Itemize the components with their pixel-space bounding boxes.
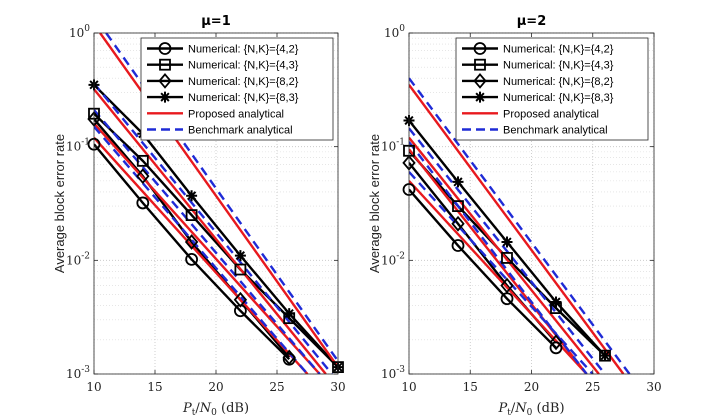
y-axis-label: Average block error rate <box>52 134 67 273</box>
x-tick-label: 25 <box>269 380 284 394</box>
legend: Numerical: {N,K}={4,2} Numerical: {N,K}={… <box>455 37 649 141</box>
data-point-3-2 <box>186 190 198 202</box>
data-point-3-3 <box>550 296 562 308</box>
legend-marker-3 <box>474 91 486 103</box>
legend-label-1: Numerical: {N,K}={4,3} <box>503 60 614 72</box>
data-point-3-1 <box>452 176 464 188</box>
data-point-3-2 <box>501 236 513 248</box>
benchmark-line-0 <box>409 77 631 374</box>
benchmark-line-2 <box>409 171 594 374</box>
chart-title: μ=1 <box>201 14 231 29</box>
data-point-2-4 <box>282 349 296 366</box>
legend-box <box>140 37 334 141</box>
legend-box <box>455 37 649 141</box>
chart-panel-0: 10 15 20 25 30 10-3 10-2 10-1 100 μ=1 Pt/N0 (dB) Av… <box>52 14 346 418</box>
benchmark-line-0 <box>94 82 333 374</box>
y-tick-label: 10-2 <box>66 251 90 267</box>
legend-label-1: Numerical: {N,K}={4,3} <box>188 60 299 72</box>
legend-label-3: Numerical: {N,K}={8,3} <box>503 92 614 104</box>
data-point-2-1 <box>451 215 465 232</box>
proposed-line-1 <box>99 33 338 368</box>
chart-panel-1: 10 15 20 25 30 10-3 10-2 10-1 100 μ=2 Pt/N0 (dB) Av… <box>367 14 662 418</box>
x-tick-label: 25 <box>585 380 600 394</box>
data-point-1-3 <box>234 263 247 276</box>
series-line-0 <box>409 188 557 349</box>
legend-label-4: Proposed analytical <box>188 108 284 120</box>
proposed-line-1 <box>409 136 600 374</box>
x-tick-label: 20 <box>524 380 539 394</box>
x-tick-label: 15 <box>147 380 162 394</box>
data-point-1-2 <box>501 252 513 264</box>
data-point-1-1 <box>136 154 149 167</box>
data-point-0-1 <box>451 239 465 252</box>
series-area <box>409 77 631 374</box>
legend-label-0: Numerical: {N,K}={4,2} <box>188 44 299 56</box>
data-point-0-2 <box>185 252 199 266</box>
series-area <box>94 33 338 374</box>
data-point-1-2 <box>185 209 198 222</box>
x-axis-label: Pt/N0 (dB) <box>182 401 249 418</box>
data-point-2-3 <box>549 334 563 351</box>
legend-marker-1 <box>159 58 171 71</box>
benchmark-line-3 <box>409 141 588 374</box>
benchmark-line-1 <box>409 127 606 374</box>
proposed-line-0 <box>94 88 327 374</box>
x-tick-label: 10 <box>86 380 101 394</box>
benchmark-line-3 <box>94 125 309 374</box>
data-point-0-3 <box>549 341 563 355</box>
legend-label-5: Benchmark analytical <box>188 125 293 137</box>
y-tick-label: 10-1 <box>66 138 90 154</box>
legend-marker-3 <box>159 91 171 103</box>
legend-marker-1 <box>474 58 486 71</box>
x-axis-label: Pt/N0 (dB) <box>497 401 564 418</box>
legend-marker-0 <box>473 42 487 55</box>
legend: Numerical: {N,K}={4,2} Numerical: {N,K}={… <box>140 37 334 141</box>
x-tick-label: 20 <box>208 380 223 394</box>
y-tick-label: 10-2 <box>381 251 405 267</box>
x-tick-label: 30 <box>330 380 345 394</box>
legend-label-2: Numerical: {N,K}={8,2} <box>503 76 614 88</box>
proposed-line-0 <box>409 84 625 374</box>
y-tick-label: 100 <box>69 24 90 40</box>
y-axis-label: Average block error rate <box>367 134 382 273</box>
series-line-0 <box>94 143 291 361</box>
legend-marker-2 <box>473 73 487 89</box>
data-point-3-4 <box>599 350 611 362</box>
legend-label-5: Benchmark analytical <box>503 125 608 137</box>
data-point-2-3 <box>233 291 248 308</box>
data-point-1-1 <box>452 200 464 213</box>
series-line-3 <box>94 83 338 368</box>
x-tick-label: 30 <box>646 380 661 394</box>
data-point-2-1 <box>136 168 150 185</box>
x-tick-label: 10 <box>401 380 416 394</box>
y-tick-label: 100 <box>384 24 405 40</box>
benchmark-line-2 <box>94 109 321 374</box>
legend-label-3: Numerical: {N,K}={8,3} <box>188 92 299 104</box>
legend-marker-0 <box>158 42 172 55</box>
data-point-0-1 <box>136 196 150 210</box>
legend-label-0: Numerical: {N,K}={4,2} <box>503 44 614 56</box>
proposed-line-2 <box>94 122 321 374</box>
data-point-3-3 <box>234 250 246 262</box>
x-tick-label: 15 <box>463 380 478 394</box>
data-point-2-2 <box>184 234 199 250</box>
y-tick-label: 10-3 <box>381 365 405 381</box>
legend-label-4: Proposed analytical <box>503 108 599 120</box>
legend-marker-2 <box>158 73 172 89</box>
data-point-2-2 <box>500 277 514 294</box>
y-tick-label: 10-1 <box>381 138 405 154</box>
legend-label-2: Numerical: {N,K}={8,2} <box>188 76 299 88</box>
series-line-1 <box>94 112 338 368</box>
y-tick-label: 10-3 <box>66 365 90 381</box>
data-point-3-4 <box>283 308 295 320</box>
chart-title: μ=2 <box>517 14 547 29</box>
